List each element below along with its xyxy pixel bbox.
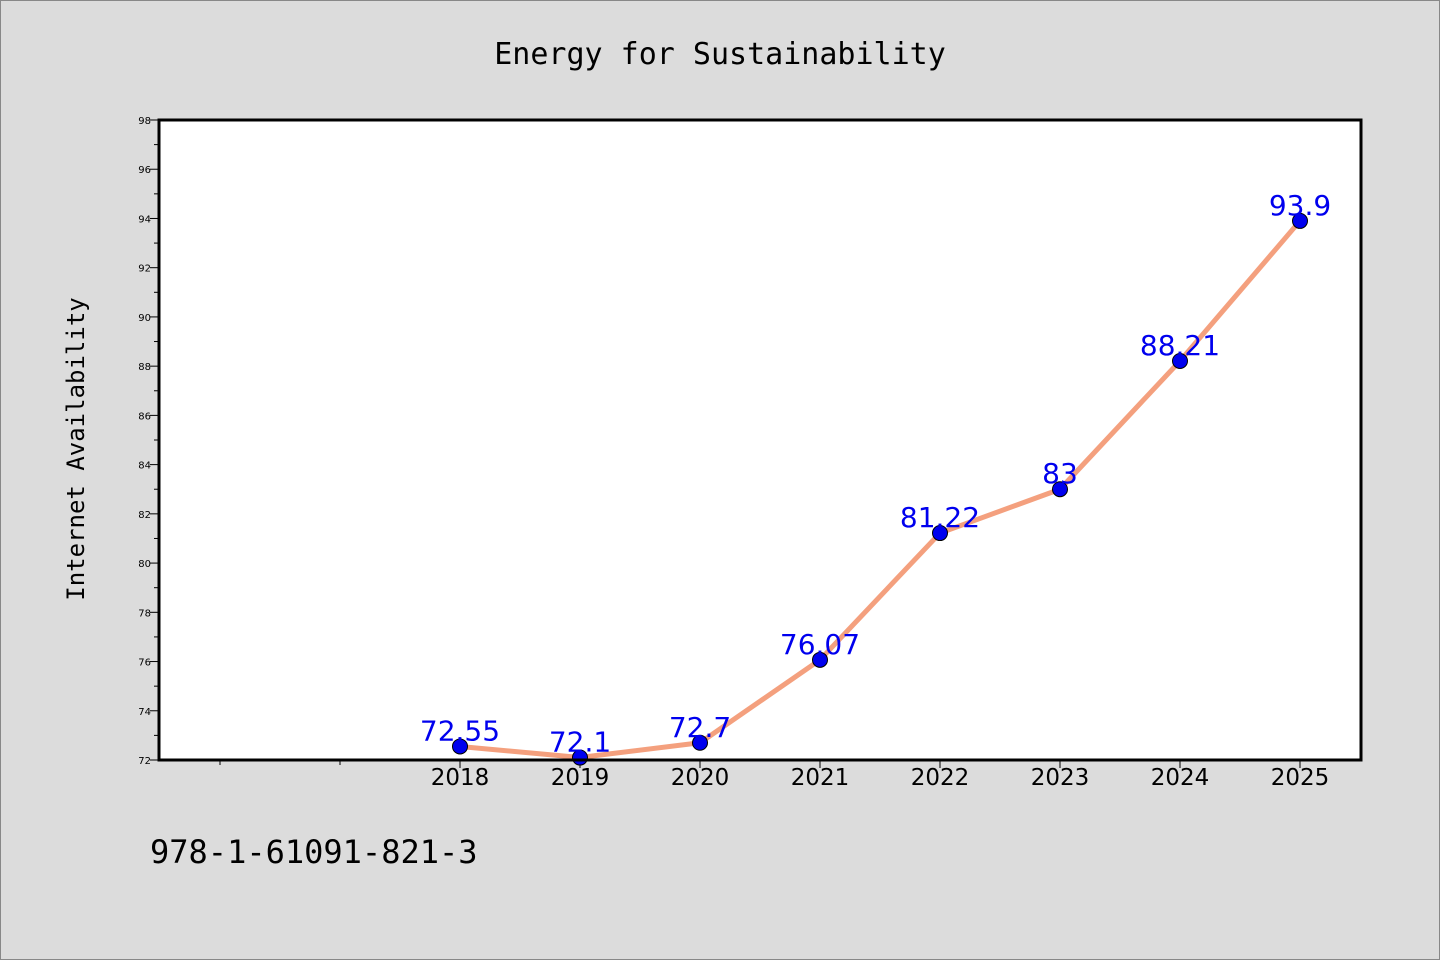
data-label: 76.07 bbox=[780, 628, 860, 661]
y-tick-label: 76 bbox=[138, 658, 151, 669]
data-label: 72.55 bbox=[420, 714, 500, 747]
x-axis: 2018 2019 2020 2021 2022 2023 2024 2025 bbox=[219, 760, 1330, 791]
x-tick-label: 2023 bbox=[1031, 765, 1090, 791]
y-tick-label: 72 bbox=[138, 756, 151, 767]
x-tick-label: 2018 bbox=[431, 765, 490, 791]
data-point bbox=[452, 738, 468, 755]
y-tick-label: 80 bbox=[138, 559, 151, 570]
y-tick-label: 98 bbox=[138, 116, 151, 127]
plot-area bbox=[159, 120, 1361, 760]
chart-title: Energy for Sustainability bbox=[494, 37, 946, 72]
y-tick-label: 90 bbox=[138, 313, 151, 324]
series-layer: 72.55 72.1 72.7 76.07 81.22 83 88.21 93.9 bbox=[420, 189, 1331, 766]
y-tick-label: 96 bbox=[138, 165, 151, 176]
x-tick-label: 2025 bbox=[1271, 765, 1330, 791]
x-tick-label: 2024 bbox=[1151, 765, 1210, 791]
y-tick-label: 92 bbox=[138, 264, 151, 275]
y-tick-label: 82 bbox=[138, 510, 151, 521]
data-label: 72.1 bbox=[549, 726, 611, 759]
data-point bbox=[692, 734, 708, 751]
y-tick-label: 84 bbox=[138, 461, 151, 472]
series-line bbox=[457, 218, 1303, 761]
y-tick-label: 86 bbox=[138, 411, 151, 422]
y-axis: 72 74 76 78 80 82 84 86 88 90 92 94 96 98 bbox=[138, 116, 159, 767]
data-point bbox=[1052, 481, 1068, 498]
y-tick-label: 78 bbox=[138, 608, 151, 619]
x-tick-label: 2022 bbox=[911, 765, 970, 791]
x-tick-label: 2021 bbox=[791, 765, 850, 791]
data-label: 83 bbox=[1042, 457, 1078, 490]
plot-frame bbox=[157, 118, 1363, 762]
data-label: 72.7 bbox=[669, 711, 731, 744]
data-point bbox=[812, 651, 828, 668]
x-tick-label: 2019 bbox=[551, 765, 610, 791]
data-label: 88.21 bbox=[1140, 329, 1220, 362]
y-tick-label: 94 bbox=[138, 214, 151, 225]
isbn-text: 978-1-61091-821-3 bbox=[150, 833, 478, 871]
data-point bbox=[1292, 212, 1308, 229]
data-point bbox=[932, 525, 948, 542]
y-tick-label: 74 bbox=[138, 707, 151, 718]
data-label: 93.9 bbox=[1269, 189, 1331, 222]
y-axis-label: Internet Availability bbox=[62, 297, 90, 600]
y-tick-label: 88 bbox=[138, 362, 151, 373]
data-point bbox=[1172, 352, 1188, 369]
x-tick-label: 2020 bbox=[671, 765, 730, 791]
data-label: 81.22 bbox=[900, 501, 980, 534]
